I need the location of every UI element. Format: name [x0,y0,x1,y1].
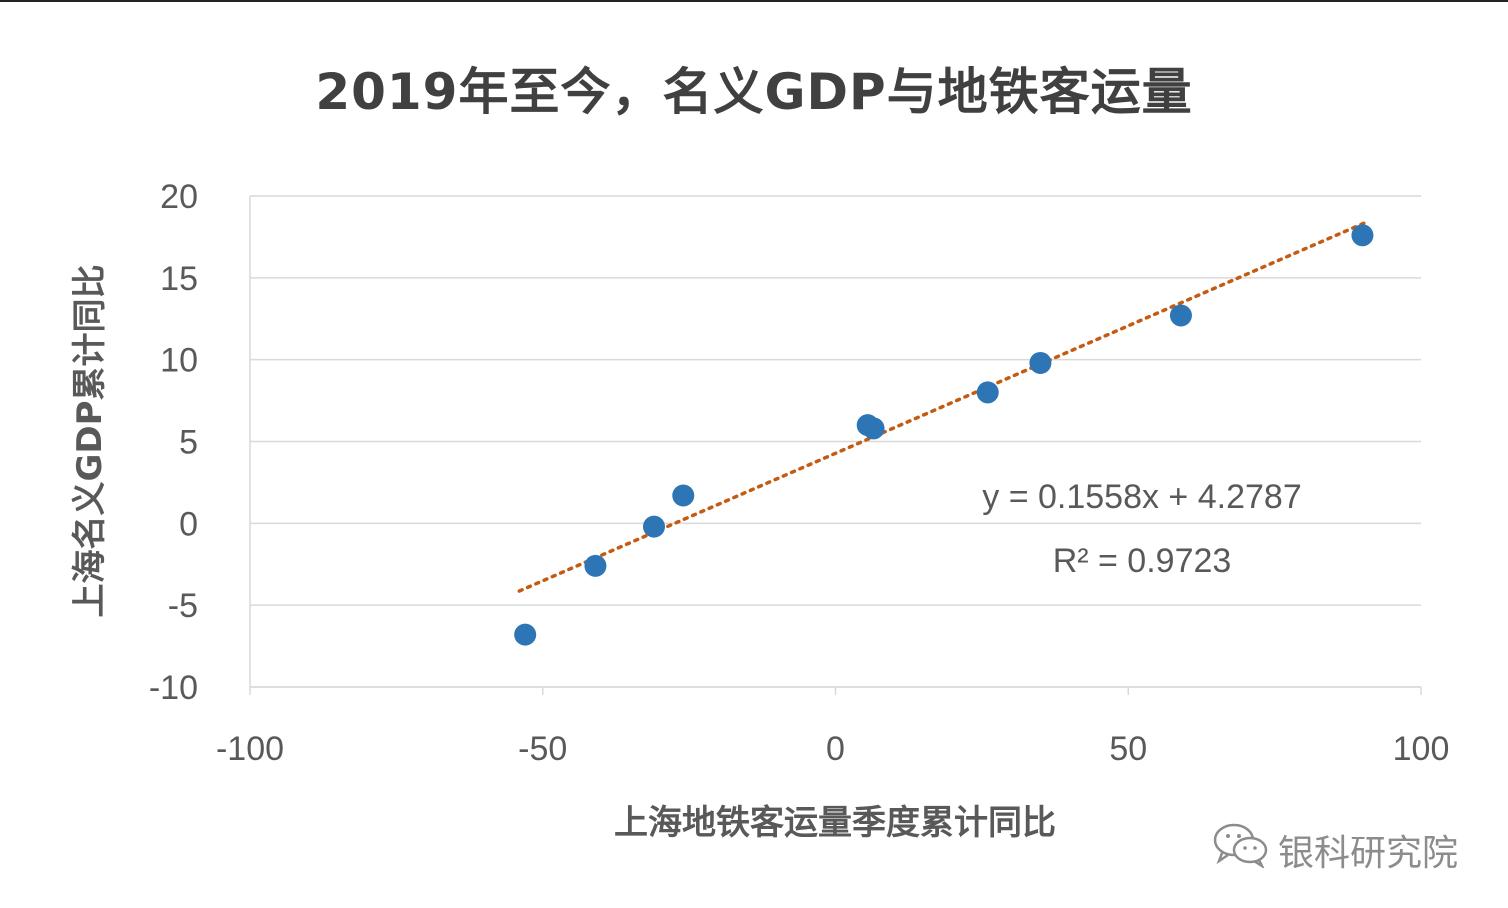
data-point [976,381,999,404]
y-tick-label: -5 [168,587,198,625]
y-tick-label: 15 [160,260,198,298]
data-point [672,484,695,507]
y-tick-label: -10 [149,669,198,707]
x-tick-label: -50 [518,730,567,768]
trendline-layer [517,219,1371,593]
trendline [517,219,1371,593]
data-point [642,515,665,538]
data-point [1169,304,1192,327]
x-tick-label: -100 [216,730,284,768]
x-tick-label: 50 [1109,730,1147,768]
x-axis-title: 上海地铁客运量季度累计同比 [614,803,1056,843]
y-tick-label: 20 [160,178,198,216]
r-squared-label: R² = 0.9723 [1053,542,1232,580]
watermark-text: 银科研究院 [1278,833,1459,874]
watermark: 银科研究院 [1212,820,1472,874]
data-point [862,417,885,440]
y-axis-title: 上海名义GDP累计同比 [70,264,110,617]
y-tick-label: 10 [160,342,198,380]
y-tick-label: 5 [179,424,198,462]
chart-title: 2019年至今，名义GDP与地铁客运量 [315,63,1193,121]
x-tick-label: 100 [1393,730,1450,768]
x-tick-label: 0 [826,730,845,768]
points-layer [514,224,1374,646]
grid-layer [250,195,1421,688]
data-point [514,623,537,646]
data-point [584,554,607,577]
regression-equation: y = 0.1558x + 4.2787 [982,478,1301,516]
axis-layer [249,196,1422,695]
top-border-line [0,0,1508,2]
wechat-logo-icon [1213,823,1268,868]
y-tick-label: 0 [179,505,198,543]
data-point [1029,351,1052,374]
data-point [1351,224,1374,247]
